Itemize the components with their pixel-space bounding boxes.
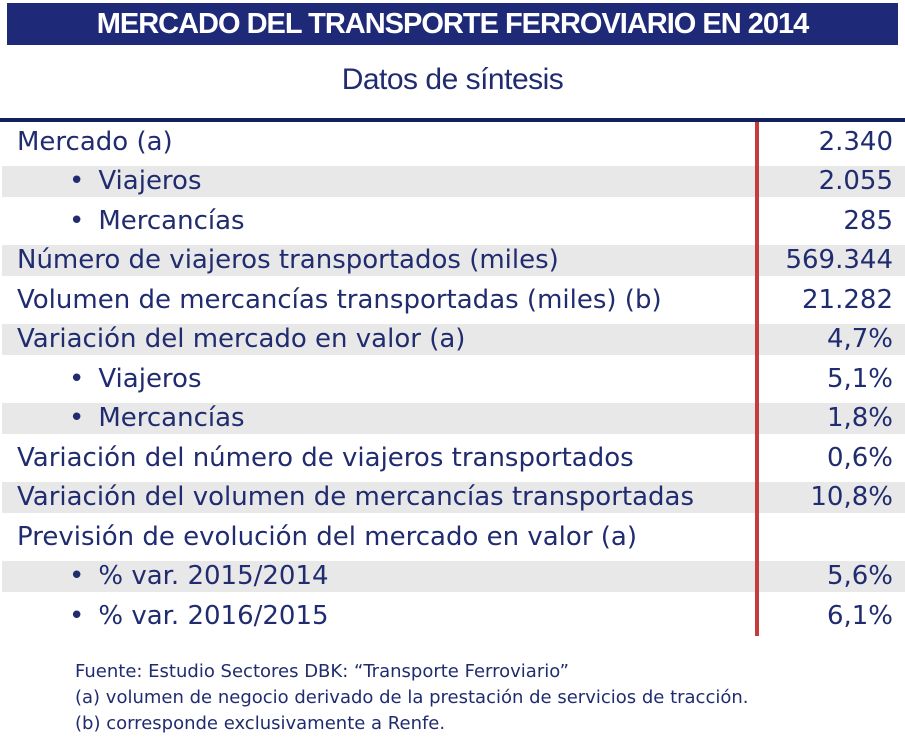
- source-note: Fuente: Estudio Sectores DBK: “Transport…: [75, 661, 569, 682]
- footnotes: Fuente: Estudio Sectores DBK: “Transport…: [75, 659, 749, 737]
- table-row: •Variación del mercado en valor (a) 4,7%: [0, 320, 905, 360]
- table-row: •Variación del número de viajeros transp…: [0, 438, 905, 478]
- row-value: 1,8%: [826, 403, 893, 434]
- row-label: Viajeros: [98, 166, 202, 197]
- row-stripe: [2, 481, 905, 513]
- row-label-cell: • % var. 2016/2015: [17, 596, 745, 636]
- row-label-cell: • Viajeros: [17, 162, 745, 202]
- row-stripe: [2, 323, 905, 355]
- subtitle: Datos de síntesis: [341, 63, 564, 96]
- row-label-cell: • Viajeros: [17, 359, 745, 399]
- row-label: Mercancías: [98, 205, 245, 236]
- row-label-cell: •Volumen de mercancías transportadas (mi…: [17, 280, 745, 320]
- table-row: •Número de viajeros transportados (miles…: [0, 241, 905, 281]
- row-value: 6,1%: [826, 600, 893, 631]
- table-row: •Volumen de mercancías transportadas (mi…: [0, 280, 905, 320]
- bullet-icon: •: [69, 561, 85, 592]
- table-row: • Viajeros 5,1%: [0, 359, 905, 399]
- row-label-cell: •Mercado (a): [17, 122, 745, 162]
- table-row: •Previsión de evolución del mercado en v…: [0, 517, 905, 557]
- row-label: Mercado (a): [17, 126, 173, 157]
- bullet-icon: •: [69, 166, 85, 197]
- row-label: Variación del volumen de mercancías tran…: [17, 482, 694, 513]
- row-label-cell: • Mercancías: [17, 201, 745, 241]
- row-label: Variación del mercado en valor (a): [17, 324, 466, 355]
- row-label: % var. 2016/2015: [98, 600, 329, 631]
- table-row: • Mercancías 1,8%: [0, 399, 905, 439]
- bullet-icon: •: [69, 205, 85, 236]
- row-label-cell: •Variación del número de viajeros transp…: [17, 438, 745, 478]
- row-label-cell: •Número de viajeros transportados (miles…: [17, 241, 745, 281]
- row-value: 5,6%: [826, 561, 893, 592]
- row-value: 10,8%: [810, 482, 893, 513]
- table-row: • Mercancías 285: [0, 201, 905, 241]
- table-top-border: [0, 118, 905, 122]
- table-row: • % var. 2016/2015 6,1%: [0, 596, 905, 636]
- row-label: Variación del número de viajeros transpo…: [17, 442, 634, 473]
- note-a: (a) volumen de negocio derivado de la pr…: [75, 687, 749, 708]
- row-stripe: [2, 244, 905, 276]
- row-label: Previsión de evolución del mercado en va…: [17, 521, 637, 552]
- note-b: (b) corresponde exclusivamente a Renfe.: [75, 713, 446, 734]
- table-row: •Mercado (a) 2.340: [0, 122, 905, 162]
- row-label-cell: • Mercancías: [17, 399, 745, 439]
- row-label: Mercancías: [98, 403, 245, 434]
- red-column-divider: [755, 122, 759, 636]
- row-label-cell: • % var. 2015/2014: [17, 557, 745, 597]
- row-value: 21.282: [802, 284, 893, 315]
- bullet-icon: •: [69, 363, 85, 394]
- row-stripe: [2, 402, 905, 434]
- row-label: Volumen de mercancías transportadas (mil…: [17, 284, 662, 315]
- bullet-icon: •: [69, 403, 85, 434]
- row-value: 4,7%: [826, 324, 893, 355]
- row-value: 569.344: [785, 245, 893, 276]
- row-label-cell: •Variación del volumen de mercancías tra…: [17, 478, 745, 518]
- title-bar: MERCADO DEL TRANSPORTE FERROVIARIO EN 20…: [7, 3, 898, 45]
- bullet-icon: •: [69, 600, 85, 631]
- row-label: % var. 2015/2014: [98, 561, 329, 592]
- table-row: • % var. 2015/2014 5,6%: [0, 557, 905, 597]
- row-stripe: [2, 560, 905, 592]
- row-value: 5,1%: [826, 363, 893, 394]
- page-title: MERCADO DEL TRANSPORTE FERROVIARIO EN 20…: [96, 7, 810, 40]
- row-label: Número de viajeros transportados (miles): [17, 245, 559, 276]
- row-value: 2.055: [818, 166, 893, 197]
- table-row: •Variación del volumen de mercancías tra…: [0, 478, 905, 518]
- row-label-cell: •Previsión de evolución del mercado en v…: [17, 517, 745, 557]
- row-value: 2.340: [818, 126, 893, 157]
- row-value: 0,6%: [826, 442, 893, 473]
- row-stripe: [2, 165, 905, 197]
- row-label: Viajeros: [98, 363, 202, 394]
- data-table: •Mercado (a)2.340•Viajeros2.055•Mercancí…: [0, 118, 905, 636]
- row-label-cell: •Variación del mercado en valor (a): [17, 320, 745, 360]
- table-row: • Viajeros 2.055: [0, 162, 905, 202]
- table-rows: •Mercado (a)2.340•Viajeros2.055•Mercancí…: [0, 122, 905, 636]
- row-value: 285: [843, 205, 893, 236]
